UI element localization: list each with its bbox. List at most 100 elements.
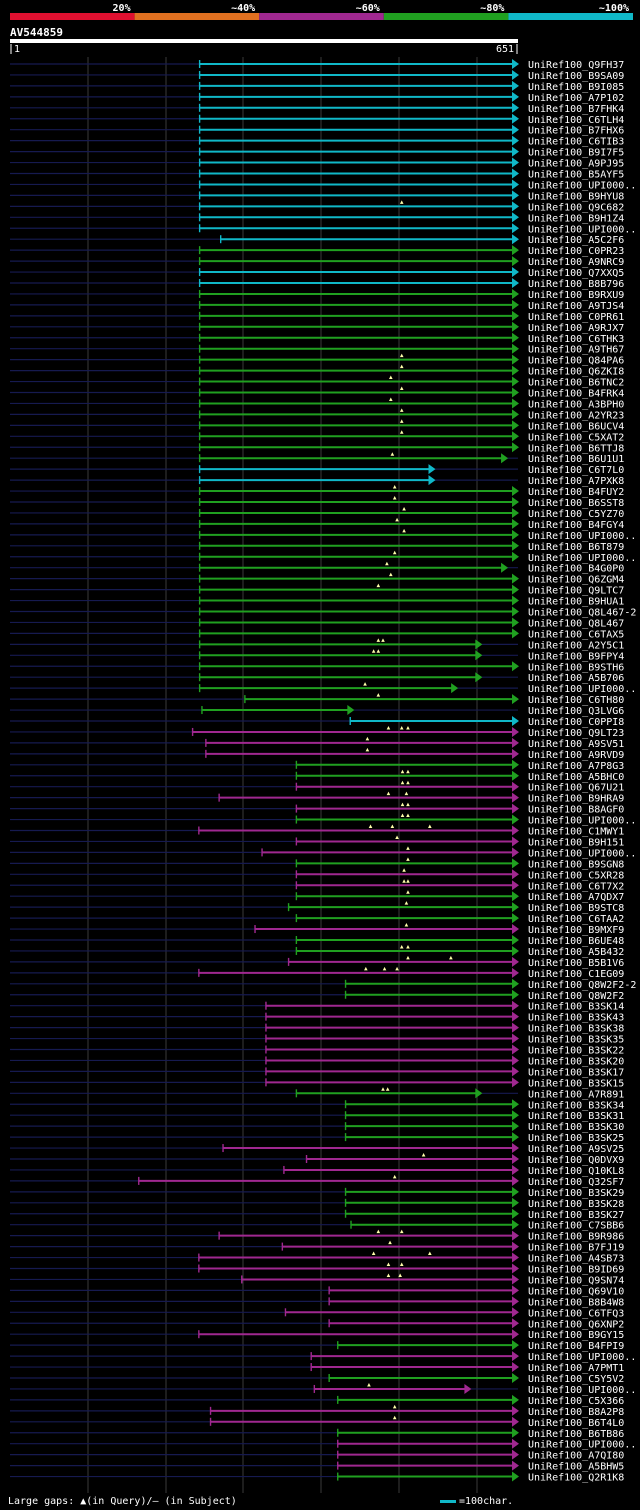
- hit-label[interactable]: UniRef100_C5XAT2: [528, 432, 624, 443]
- hit-label[interactable]: UniRef100_B9I7F5: [528, 148, 624, 159]
- hit-label[interactable]: UniRef100_B3SK22: [528, 1046, 624, 1057]
- hit-row[interactable]: UniRef100_B9I7F5: [10, 146, 624, 159]
- hit-label[interactable]: UniRef100_A5C2F6: [528, 235, 624, 246]
- hit-row[interactable]: UniRef100_B6TTJ8: [10, 442, 624, 454]
- hit-row[interactable]: UniRef100_B5B1V6: [10, 955, 624, 969]
- hit-label[interactable]: UniRef100_C5YZ70: [528, 509, 624, 520]
- hit-row[interactable]: UniRef100_UPI000..: [10, 223, 636, 235]
- hit-row[interactable]: UniRef100_C5Y5V2: [10, 1373, 624, 1385]
- hit-row[interactable]: UniRef100_B8B796: [10, 278, 624, 290]
- hit-row[interactable]: UniRef100_B8AGF0: [10, 802, 624, 816]
- hit-row[interactable]: UniRef100_B5AYF5: [10, 168, 624, 181]
- hit-label[interactable]: UniRef100_C6TAA2: [528, 914, 624, 925]
- hit-label[interactable]: UniRef100_Q84PA6: [528, 356, 624, 367]
- hit-label[interactable]: UniRef100_Q7XXQ5: [528, 268, 624, 279]
- hit-label[interactable]: UniRef100_UPI000..: [528, 816, 636, 827]
- hit-label[interactable]: UniRef100_C1EG09: [528, 969, 624, 980]
- hit-row[interactable]: UniRef100_B3SK17: [10, 1066, 624, 1078]
- hit-row[interactable]: UniRef100_Q10KL8: [10, 1164, 624, 1177]
- hit-label[interactable]: UniRef100_B3SK43: [528, 1013, 624, 1024]
- hit-row[interactable]: UniRef100_Q6XNP2: [10, 1318, 624, 1330]
- hit-label[interactable]: UniRef100_B3SK14: [528, 1002, 624, 1013]
- hit-row[interactable]: UniRef100_Q8L467: [10, 617, 624, 629]
- hit-label[interactable]: UniRef100_Q6ZGM4: [528, 575, 624, 586]
- hit-label[interactable]: UniRef100_UPI000..: [528, 180, 636, 191]
- hit-row[interactable]: UniRef100_A7R891: [10, 1087, 624, 1100]
- hit-row[interactable]: UniRef100_A9TJS4: [10, 299, 624, 312]
- hit-row[interactable]: UniRef100_UPI000..: [10, 550, 636, 564]
- hit-label[interactable]: UniRef100_B3SK17: [528, 1067, 624, 1078]
- hit-row[interactable]: UniRef100_C5YZ70: [10, 506, 624, 520]
- hit-row[interactable]: UniRef100_B3SK31: [10, 1110, 624, 1122]
- hit-row[interactable]: UniRef100_A7PXK8: [10, 475, 624, 487]
- hit-label[interactable]: UniRef100_A9TH67: [528, 345, 624, 356]
- hit-label[interactable]: UniRef100_B3SK30: [528, 1122, 624, 1133]
- hit-label[interactable]: UniRef100_C6T7L0: [528, 465, 624, 476]
- hit-label[interactable]: UniRef100_C6TH80: [528, 695, 624, 706]
- hit-label[interactable]: UniRef100_B9SA09: [528, 71, 624, 82]
- hit-row[interactable]: UniRef100_Q8L467-2: [10, 606, 636, 619]
- hit-label[interactable]: UniRef100_A7QDX7: [528, 892, 624, 903]
- hit-row[interactable]: UniRef100_A7QI80: [10, 1449, 624, 1462]
- hit-row[interactable]: UniRef100_UPI000..: [10, 179, 636, 191]
- hit-label[interactable]: UniRef100_B3SK38: [528, 1024, 624, 1035]
- hit-label[interactable]: UniRef100_C6T7X2: [528, 881, 624, 892]
- hit-label[interactable]: UniRef100_B3SK15: [528, 1078, 624, 1089]
- hit-row[interactable]: UniRef100_Q67U21: [10, 780, 624, 794]
- hit-label[interactable]: UniRef100_A2Y5C1: [528, 640, 624, 651]
- hit-label[interactable]: UniRef100_Q10KL8: [528, 1166, 624, 1177]
- hit-row[interactable]: UniRef100_B9SGN8: [10, 857, 624, 870]
- hit-row[interactable]: UniRef100_C5X366: [10, 1394, 624, 1407]
- hit-label[interactable]: UniRef100_B9HUA1: [528, 597, 624, 608]
- hit-label[interactable]: UniRef100_A9RJX7: [528, 323, 624, 334]
- hit-label[interactable]: UniRef100_A9TJS4: [528, 301, 624, 312]
- hit-label[interactable]: UniRef100_Q32SF7: [528, 1177, 624, 1188]
- hit-label[interactable]: UniRef100_B8AGF0: [528, 805, 624, 816]
- hit-label[interactable]: UniRef100_B9HRA9: [528, 794, 624, 805]
- hit-label[interactable]: UniRef100_UPI000..: [528, 531, 636, 542]
- hit-row[interactable]: UniRef100_B6UCV4: [10, 419, 624, 432]
- hit-label[interactable]: UniRef100_A5BHC0: [528, 772, 624, 783]
- hit-label[interactable]: UniRef100_A2YR23: [528, 410, 624, 421]
- hit-label[interactable]: UniRef100_B9ID69: [528, 1265, 624, 1276]
- hit-label[interactable]: UniRef100_B6TNC2: [528, 378, 624, 389]
- hit-row[interactable]: UniRef100_B9RXU9: [10, 288, 624, 301]
- hit-label[interactable]: UniRef100_Q8L467: [528, 618, 624, 629]
- hit-row[interactable]: UniRef100_A7P8G3: [10, 759, 624, 772]
- hit-label[interactable]: UniRef100_B5B1V6: [528, 958, 624, 969]
- hit-row[interactable]: UniRef100_C6TAX5: [10, 628, 624, 640]
- hit-row[interactable]: UniRef100_B6UE48: [10, 935, 624, 947]
- hit-row[interactable]: UniRef100_Q6ZKI8: [10, 364, 624, 378]
- hit-row[interactable]: UniRef100_B7FJ19: [10, 1240, 624, 1254]
- hit-row[interactable]: UniRef100_Q8W2F2: [10, 989, 624, 1002]
- hit-label[interactable]: UniRef100_A7P102: [528, 93, 624, 104]
- hit-label[interactable]: UniRef100_Q6XNP2: [528, 1319, 624, 1330]
- hit-row[interactable]: UniRef100_Q2R1K8: [10, 1471, 624, 1484]
- hit-row[interactable]: UniRef100_A5BHW5: [10, 1460, 624, 1473]
- hit-row[interactable]: UniRef100_Q84PA6: [10, 353, 624, 367]
- hit-label[interactable]: UniRef100_B5AYF5: [528, 170, 624, 181]
- hit-label[interactable]: UniRef100_UPI000..: [528, 848, 636, 859]
- hit-row[interactable]: UniRef100_Q0DVX9: [10, 1153, 624, 1166]
- hit-label[interactable]: UniRef100_B9GY15: [528, 1330, 624, 1341]
- hit-label[interactable]: UniRef100_A4SB73: [528, 1254, 624, 1265]
- hit-label[interactable]: UniRef100_Q8L467-2: [528, 608, 636, 619]
- hit-row[interactable]: UniRef100_A5B432: [10, 944, 624, 958]
- hit-row[interactable]: UniRef100_B3SK25: [10, 1132, 624, 1144]
- hit-row[interactable]: UniRef100_B7FHK4: [10, 102, 624, 115]
- hit-label[interactable]: UniRef100_B6TB86: [528, 1429, 624, 1440]
- hit-label[interactable]: UniRef100_Q67U21: [528, 783, 624, 794]
- hit-label[interactable]: UniRef100_B6SST8: [528, 498, 624, 509]
- hit-row[interactable]: UniRef100_C6T7L0: [10, 464, 624, 476]
- hit-label[interactable]: UniRef100_UPI000..: [528, 1352, 636, 1363]
- hit-label[interactable]: UniRef100_A9RVD9: [528, 750, 624, 761]
- hit-row[interactable]: UniRef100_UPI000..: [10, 1351, 636, 1363]
- hit-label[interactable]: UniRef100_B4FUY2: [528, 487, 624, 498]
- hit-label[interactable]: UniRef100_Q9LT23: [528, 728, 624, 739]
- hit-label[interactable]: UniRef100_A5B432: [528, 947, 624, 958]
- hit-row[interactable]: UniRef100_A4SB73: [10, 1251, 624, 1265]
- hit-row[interactable]: UniRef100_B9FPY4: [10, 649, 624, 662]
- hit-label[interactable]: UniRef100_B9SGN8: [528, 859, 624, 870]
- hit-label[interactable]: UniRef100_C6TAX5: [528, 629, 624, 640]
- hit-row[interactable]: UniRef100_B3SK35: [10, 1033, 624, 1046]
